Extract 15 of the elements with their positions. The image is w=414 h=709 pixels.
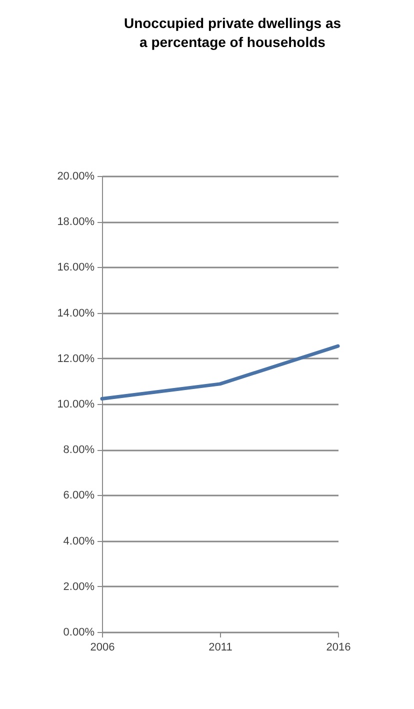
y-tick-label: 10.00% [57, 398, 95, 410]
y-tick-label: 14.00% [57, 307, 95, 320]
y-tick-label: 4.00% [63, 535, 95, 548]
chart-title: Unoccupied private dwellings as a percentage of households [124, 15, 342, 50]
y-tick-label: 2.00% [63, 580, 95, 593]
y-tick-label: 8.00% [63, 444, 95, 456]
y-tick-label: 18.00% [57, 216, 95, 228]
x-tick-label: 2011 [208, 642, 232, 654]
y-tick-label: 6.00% [63, 490, 95, 502]
y-tick-label: 20.00% [57, 170, 95, 182]
y-tick-label: 16.00% [57, 262, 95, 274]
x-tick-label: 2006 [90, 642, 115, 654]
y-tick-label: 12.00% [57, 352, 95, 365]
x-tick-label: 2016 [326, 642, 351, 654]
y-tick-label: 0.00% [63, 626, 95, 638]
